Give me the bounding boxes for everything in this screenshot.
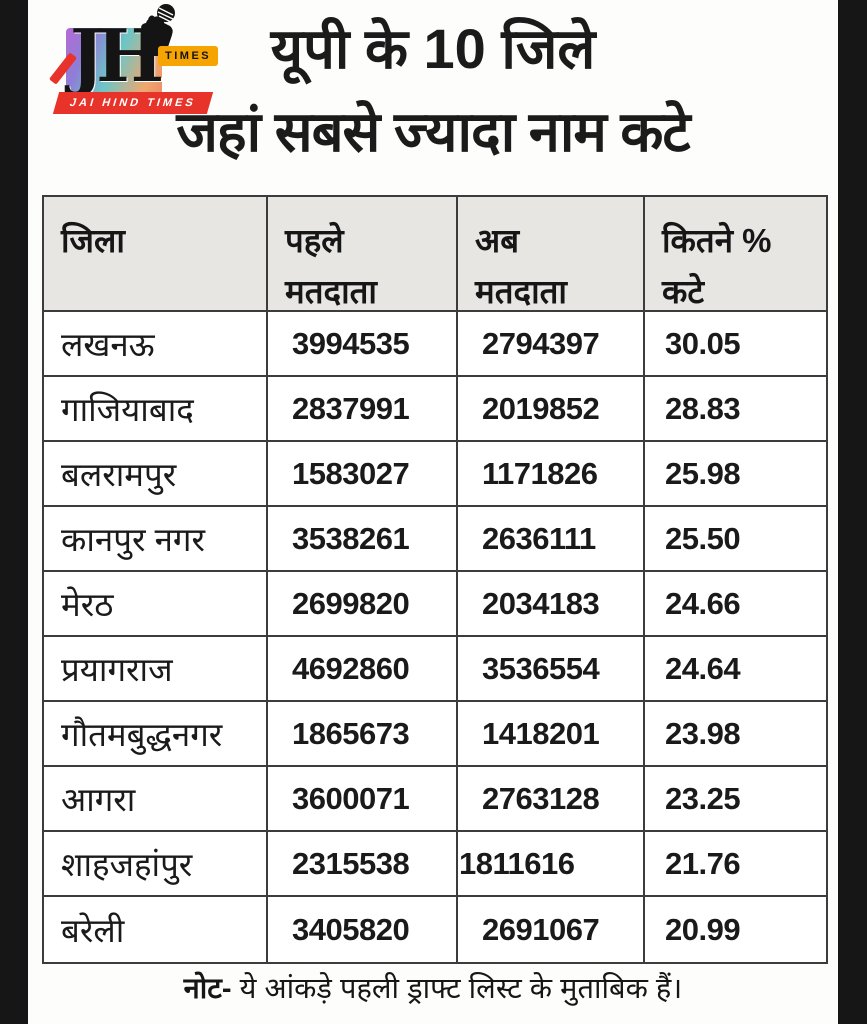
now-voters-cell: 3536554 [458, 637, 645, 700]
table-body: लखनऊ 3994535 2794397 30.05 गाजियाबाद 283… [44, 312, 826, 962]
now-voters-cell: 2034183 [458, 572, 645, 635]
title-line-1: यूपी के 10 जिले [270, 17, 596, 80]
district-cell: गौतमबुद्धनगर [44, 702, 268, 765]
footer-note-label: नोट- [183, 973, 232, 1005]
table-row-agra: आगरा 3600071 2763128 23.25 [44, 767, 826, 832]
district-cell: गाजियाबाद [44, 377, 268, 440]
table-row-meerut: मेरठ 2699820 2034183 24.66 [44, 572, 826, 637]
district-cell: प्रयागराज [44, 637, 268, 700]
footer-note: नोट- ये आंकड़े पहली ड्राफ्ट लिस्ट के मुत… [28, 968, 838, 1007]
before-voters-cell: 1865673 [268, 702, 458, 765]
logo-times-badge: TIMES [158, 46, 219, 66]
header-before-line1: पहले [285, 222, 344, 259]
percent-cut-cell: 21.76 [665, 845, 741, 881]
table-row-shahjahanpur: शाहजहांपुर 2315538 1811616 21.76 [44, 832, 826, 897]
percent-cut-cell: 23.98 [665, 715, 741, 751]
table-row-balrampur: बलरामपुर 1583027 1171826 25.98 [44, 442, 826, 507]
table-row-ghaziabad: गाजियाबाद 2837991 2019852 28.83 [44, 377, 826, 442]
district-cell: शाहजहांपुर [44, 832, 268, 895]
table-row-lucknow: लखनऊ 3994535 2794397 30.05 [44, 312, 826, 377]
footer-note-text: ये आंकड़े पहली ड्राफ्ट लिस्ट के मुताबिक … [231, 973, 683, 1005]
before-voters-cell: 2315538 [268, 832, 458, 895]
header-percent-line1: कितने % [662, 222, 772, 259]
table-row-gautambuddh-nagar: गौतमबुद्धनगर 1865673 1418201 23.98 [44, 702, 826, 767]
before-voters-cell: 3538261 [268, 507, 458, 570]
now-voters-cell: 2019852 [458, 377, 645, 440]
page-title: यूपी के 10 जिले जहां सबसे ज्यादा नाम कटे [28, 8, 838, 174]
header-now-line2: मतदाता [475, 273, 567, 311]
before-voters-cell: 3994535 [268, 312, 458, 375]
fist-microphone-icon [138, 4, 175, 56]
table-row-kanpur-nagar: कानपुर नगर 3538261 2636111 25.50 [44, 507, 826, 572]
percent-cut-cell: 28.83 [665, 390, 741, 426]
district-cell: बलरामपुर [44, 442, 268, 505]
now-voters-cell: 2691067 [458, 897, 645, 962]
header-cell-district: जिला [44, 197, 268, 318]
district-cell: कानपुर नगर [44, 507, 268, 570]
percent-cut-cell: 25.98 [665, 455, 741, 491]
brand-logo: JH TIMES JAI HIND TIMES [44, 4, 219, 118]
now-voters-cell: 1171826 [458, 442, 645, 505]
district-cell: मेरठ [44, 572, 268, 635]
header-before-line2: मतदाता [285, 273, 377, 311]
before-voters-cell: 3600071 [268, 767, 458, 830]
header-cell-percent-cut: कितने % कटे [645, 197, 826, 317]
district-cell: लखनऊ [44, 312, 268, 375]
header-cell-now-voters: अब मतदाता [458, 197, 645, 318]
now-voters-cell: 1811616 [458, 832, 645, 895]
table-row-bareilly: बरेली 3405820 2691067 20.99 [44, 897, 826, 962]
before-voters-cell: 4692860 [268, 637, 458, 700]
content-panel: JH TIMES JAI HIND TIMES यूपी के 10 जिले [28, 0, 838, 1024]
percent-cut-cell: 25.50 [665, 520, 741, 556]
table-row-prayagraj: प्रयागराज 4692860 3536554 24.64 [44, 637, 826, 702]
percent-cut-cell: 23.25 [665, 780, 741, 816]
before-voters-cell: 3405820 [268, 897, 458, 962]
header-percent-line2: कटे [662, 273, 704, 311]
voters-table: जिला पहले मतदाता अब मतदाता कितने % कटे [42, 195, 828, 964]
now-voters-cell: 2636111 [458, 507, 645, 570]
district-cell: आगरा [44, 767, 268, 830]
percent-cut-cell: 24.66 [665, 585, 741, 621]
header-district-line1: जिला [61, 222, 125, 259]
header-cell-before-voters: पहले मतदाता [268, 197, 458, 318]
district-cell: बरेली [44, 897, 268, 962]
now-voters-cell: 1418201 [458, 702, 645, 765]
percent-cut-cell: 24.64 [665, 650, 741, 686]
percent-cut-cell: 20.99 [665, 911, 741, 947]
before-voters-cell: 1583027 [268, 442, 458, 505]
now-voters-cell: 2794397 [458, 312, 645, 375]
header-now-line1: अब [475, 222, 520, 259]
percent-cut-cell: 30.05 [665, 325, 741, 361]
now-voters-cell: 2763128 [458, 767, 645, 830]
before-voters-cell: 2699820 [268, 572, 458, 635]
table-header-row: जिला पहले मतदाता अब मतदाता कितने % कटे [44, 197, 826, 318]
before-voters-cell: 2837991 [268, 377, 458, 440]
title-line-2: जहां सबसे ज्यादा नाम कटे [176, 99, 690, 163]
